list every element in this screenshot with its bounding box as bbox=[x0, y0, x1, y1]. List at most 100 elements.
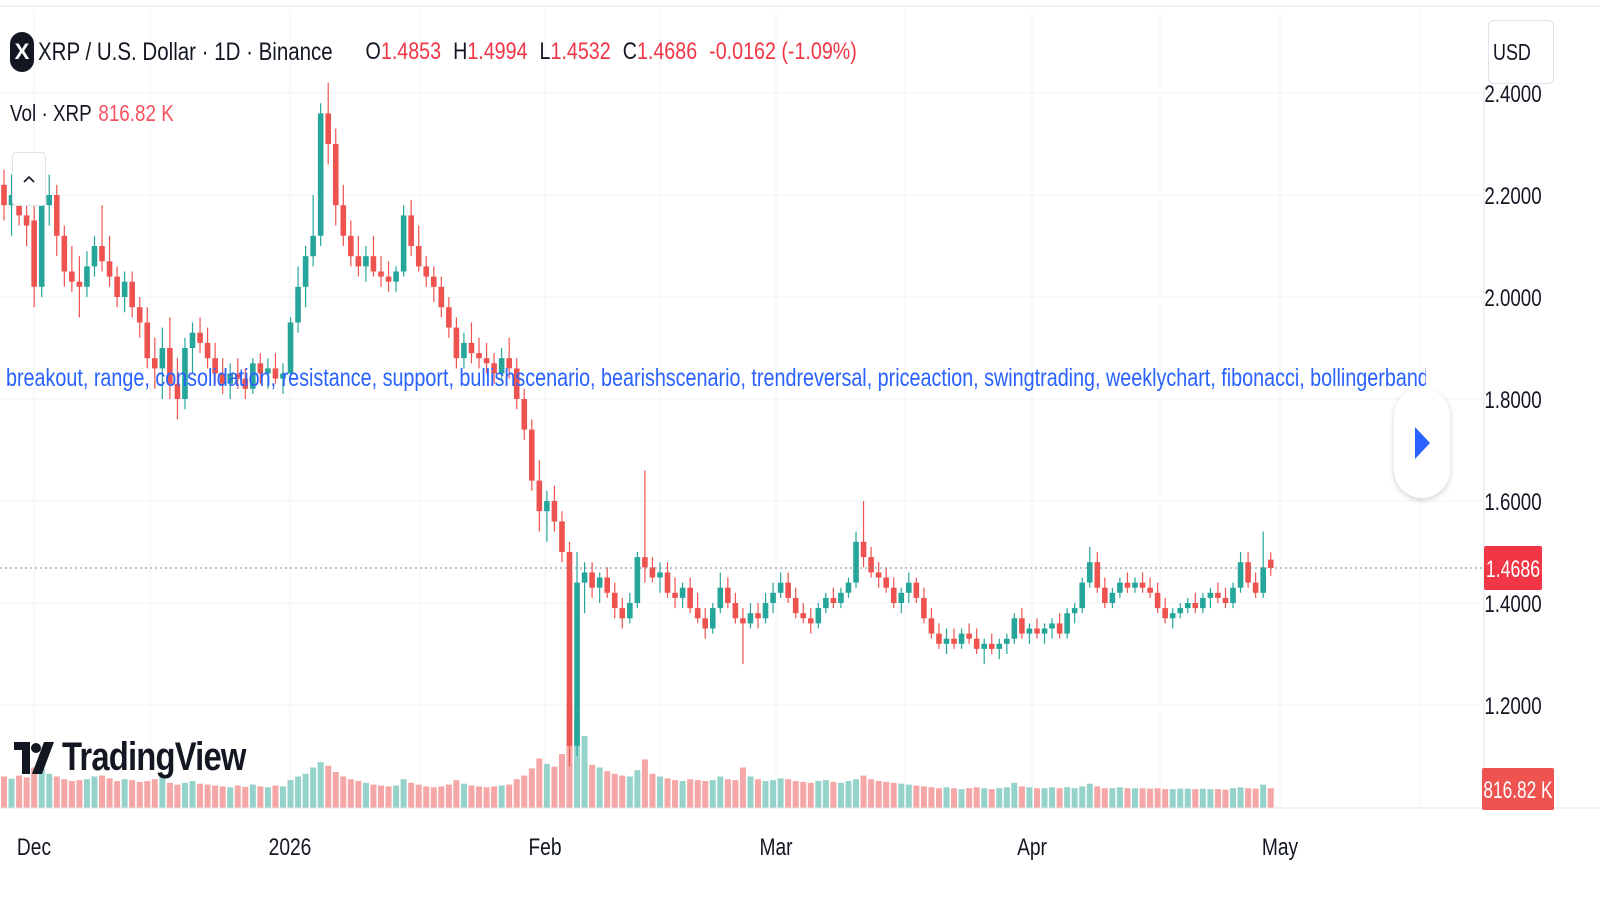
candle bbox=[619, 597, 626, 629]
volume-bar bbox=[830, 781, 837, 808]
candle bbox=[265, 358, 271, 389]
volume-bar bbox=[800, 781, 807, 808]
volume-bar bbox=[378, 785, 384, 808]
candle bbox=[1215, 582, 1221, 603]
candle bbox=[589, 562, 595, 598]
candle bbox=[951, 628, 957, 649]
candle bbox=[242, 368, 249, 399]
volume-bar bbox=[204, 784, 211, 808]
candle bbox=[521, 388, 528, 440]
volume-bar bbox=[1267, 788, 1274, 808]
candle bbox=[581, 562, 588, 614]
candle bbox=[415, 225, 422, 272]
volume-bar bbox=[53, 776, 60, 808]
candle bbox=[762, 592, 769, 624]
high-value: 1.4994 bbox=[467, 38, 528, 65]
volume-bar bbox=[626, 776, 633, 808]
candle bbox=[898, 587, 905, 614]
volume-bar bbox=[770, 780, 777, 808]
candle bbox=[461, 332, 467, 369]
volume-bar bbox=[1079, 786, 1086, 808]
candle bbox=[807, 608, 814, 634]
candle bbox=[430, 266, 437, 303]
volume-bar bbox=[189, 781, 196, 808]
candle bbox=[996, 638, 1003, 660]
volume-bar bbox=[724, 779, 731, 808]
volume-bar bbox=[340, 776, 347, 808]
volume-bar bbox=[898, 783, 905, 808]
candle bbox=[755, 603, 761, 629]
candle bbox=[672, 577, 678, 609]
volume-bar bbox=[212, 785, 219, 808]
volume-bar bbox=[159, 777, 166, 808]
scroll-right-button[interactable] bbox=[1394, 388, 1450, 498]
candle bbox=[943, 628, 950, 654]
volume-bar bbox=[38, 768, 45, 808]
volume-bar bbox=[694, 780, 701, 808]
candle bbox=[1019, 608, 1025, 639]
candle bbox=[393, 266, 399, 292]
volume-bar bbox=[8, 778, 15, 808]
candle bbox=[725, 577, 731, 609]
volume-bar bbox=[332, 772, 339, 808]
candle bbox=[928, 608, 935, 639]
candle bbox=[1245, 552, 1251, 588]
candle bbox=[1200, 592, 1206, 614]
candle bbox=[906, 572, 912, 603]
volume-bar bbox=[121, 779, 128, 808]
candle bbox=[257, 353, 264, 384]
volume-bar bbox=[302, 773, 309, 808]
candle bbox=[830, 587, 837, 609]
volume-bar bbox=[430, 787, 437, 808]
volume-bar bbox=[242, 786, 249, 808]
volume-legend[interactable]: Vol · XRP 816.82 K bbox=[10, 100, 174, 127]
candle bbox=[1071, 603, 1078, 624]
candle bbox=[84, 251, 90, 297]
candle bbox=[152, 337, 158, 389]
volume-bar bbox=[709, 780, 716, 808]
volume-bar bbox=[491, 786, 498, 808]
symbol-title[interactable]: XRP / U.S. Dollar · 1D · Binance bbox=[38, 37, 333, 66]
candle bbox=[875, 562, 882, 588]
collapse-legend-button[interactable] bbox=[12, 152, 46, 206]
candle bbox=[604, 567, 610, 598]
y-tick-label: 1.2000 bbox=[1484, 693, 1541, 720]
candle bbox=[702, 608, 709, 639]
candle bbox=[853, 531, 859, 588]
volume-bar bbox=[981, 788, 988, 808]
candle bbox=[1034, 618, 1040, 639]
candle bbox=[792, 587, 799, 619]
candle bbox=[506, 337, 512, 379]
candle bbox=[868, 546, 874, 578]
x-logo-icon[interactable]: X bbox=[10, 32, 34, 72]
candle bbox=[332, 128, 339, 226]
volume-bar bbox=[1003, 787, 1010, 808]
candle bbox=[883, 567, 889, 593]
low-label: L bbox=[539, 38, 551, 65]
candle bbox=[988, 633, 995, 654]
candle bbox=[340, 184, 347, 246]
volume-bar bbox=[739, 767, 746, 808]
candle bbox=[317, 103, 324, 246]
last-volume-badge: 816.82 K bbox=[1482, 768, 1554, 810]
volume-bar bbox=[1230, 788, 1237, 808]
volume-bar bbox=[1162, 789, 1169, 808]
candle bbox=[679, 582, 686, 609]
candle bbox=[1230, 582, 1236, 609]
candle bbox=[310, 195, 316, 267]
candle bbox=[913, 577, 920, 603]
volume-bar bbox=[777, 778, 784, 808]
volume-bar bbox=[905, 784, 912, 808]
candle bbox=[8, 174, 15, 236]
tradingview-watermark: TradingView bbox=[14, 735, 286, 780]
candle bbox=[1056, 613, 1063, 639]
currency-selector[interactable]: USD bbox=[1488, 20, 1554, 84]
volume-bar bbox=[1041, 788, 1048, 808]
candle bbox=[1207, 587, 1214, 609]
open-label: O bbox=[365, 38, 382, 65]
y-tick-label: 1.4000 bbox=[1484, 591, 1541, 618]
candle bbox=[61, 225, 68, 287]
volume-bar bbox=[136, 781, 143, 808]
volume-bar bbox=[649, 773, 656, 808]
